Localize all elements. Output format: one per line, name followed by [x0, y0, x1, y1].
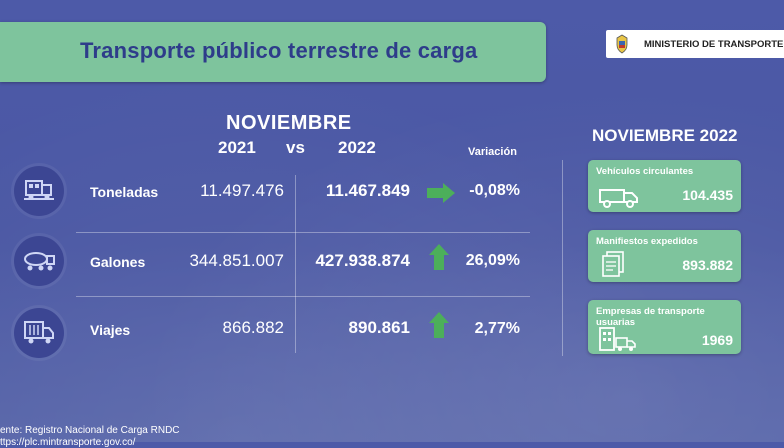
card-label: Manifiestos expedidos	[596, 236, 698, 247]
value-2021-toneladas: 11.497.476	[200, 181, 284, 200]
card-vehiculos: Vehículos circulantes 104.435	[588, 160, 741, 212]
source-note: ente: Registro Nacional de Carga RNDC	[0, 425, 180, 436]
value-2022-toneladas: 11.467.849	[325, 181, 410, 200]
truck-icon	[599, 189, 638, 208]
ministry-logo: MINISTERIO DE TRANSPORTE	[606, 30, 784, 58]
card-label: Empresas de transporte usuarias	[596, 306, 705, 328]
value-2022-galones: 427.938.874	[315, 251, 410, 270]
card-value: 104.435	[682, 187, 733, 203]
row-label-toneladas: Toneladas	[90, 184, 159, 200]
arrow-up-icon	[429, 312, 449, 338]
ministry-name: MINISTERIO DE TRANSPORTE	[644, 39, 784, 50]
sidebar-title: NOVIEMBRE 2022	[592, 126, 738, 145]
card-label: Vehículos circulantes	[596, 166, 694, 177]
vs-label: vs	[286, 138, 305, 157]
year-b: 2022	[338, 138, 376, 157]
page-title: Transporte público terrestre de carga	[80, 38, 478, 63]
cargo-truck-icon	[14, 308, 64, 358]
row-divider	[76, 232, 530, 233]
card-value: 1969	[701, 332, 733, 348]
row-divider	[76, 296, 530, 297]
comparison-month: NOVIEMBRE	[226, 112, 352, 134]
value-2021-galones: 344.851.007	[189, 251, 284, 270]
documents-icon	[602, 251, 624, 277]
building-truck-icon	[599, 327, 636, 351]
variation-toneladas: -0,08%	[469, 182, 520, 199]
row-label-viajes: Viajes	[90, 322, 131, 338]
source-url[interactable]: ttps://plc.mintransporte.gov.co/	[0, 437, 136, 448]
card-manifiestos: Manifiestos expedidos 893.882	[588, 230, 741, 282]
card-empresas: Empresas de transporte usuarias 1969	[588, 300, 741, 354]
arrow-right-icon	[427, 183, 455, 203]
coat-of-arms-icon	[616, 34, 628, 54]
variation-viajes: 2,77%	[474, 320, 520, 337]
title-banner: Transporte público terrestre de carga	[0, 22, 546, 82]
tanker-truck-icon	[14, 236, 64, 286]
arrow-up-icon	[429, 244, 449, 270]
value-2021-viajes: 866.882	[222, 318, 284, 337]
variation-galones: 26,09%	[465, 252, 520, 269]
value-2022-viajes: 890.861	[348, 318, 410, 337]
card-value: 893.882	[682, 257, 733, 273]
variation-header: Variación	[468, 146, 517, 158]
sidebar-divider	[562, 160, 563, 356]
truck-scale-icon	[14, 166, 64, 216]
year-a: 2021	[218, 138, 256, 157]
row-label-galones: Galones	[90, 254, 146, 270]
column-divider	[295, 175, 296, 353]
